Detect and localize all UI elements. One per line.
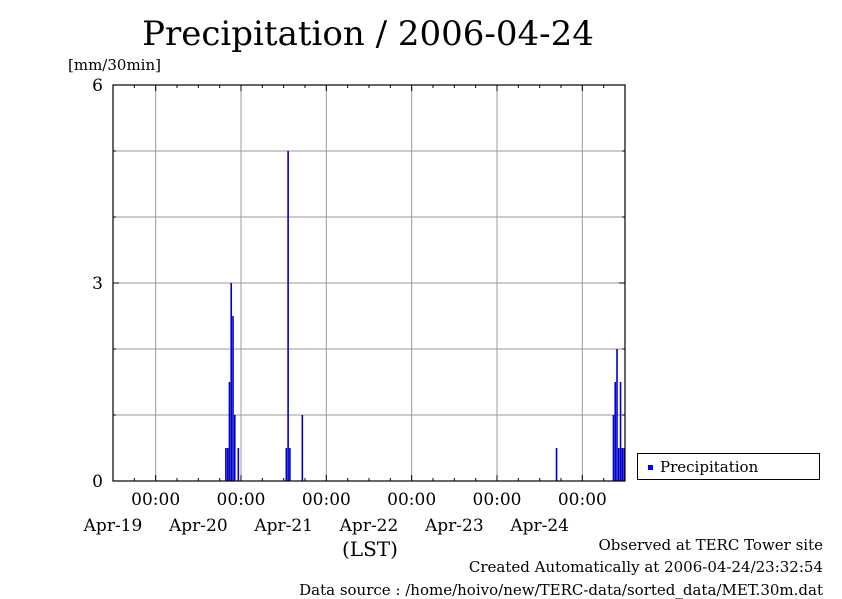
precipitation-bar [233,415,236,481]
x-tick-date-label: Apr-21 [253,516,313,536]
footer-created-timestamp: Created Automatically at 2006-04-24/23:3… [468,558,823,576]
legend: Precipitation [637,453,820,480]
precipitation-bar [232,316,234,481]
footer-observed-site: Observed at TERC Tower site [598,536,823,554]
y-axis-unit-label: [mm/30min] [68,56,161,74]
x-tick-date-label: Apr-19 [83,516,143,536]
precipitation-bar [226,448,229,481]
precipitation-bar [616,349,618,481]
y-tick-label: 3 [92,274,103,294]
x-tick-time-label: 00:00 [131,490,180,510]
footer-data-source: Data source : /home/hoivo/new/TERC-data/… [299,581,823,599]
x-tick-time-label: 00:00 [558,490,607,510]
precipitation-bar [289,448,291,481]
precipitation-bar [285,448,288,481]
precipitation-bar [612,415,615,481]
chart-title: Precipitation / 2006-04-24 [142,14,594,54]
x-tick-date-label: Apr-24 [509,516,569,536]
precipitation-bar [228,382,231,481]
precipitation-bar [621,448,624,481]
x-tick-time-label: 00:00 [217,490,266,510]
precipitation-bar [287,151,289,481]
precipitation-bar [237,448,240,481]
precipitation-bar [619,382,622,481]
precipitation-bar [225,448,227,481]
x-axis-label: (LST) [342,537,398,561]
x-tick-date-label: Apr-20 [168,516,228,536]
x-tick-date-label: Apr-23 [424,516,484,536]
legend-swatch-precipitation [648,465,653,470]
x-tick-time-label: 00:00 [387,490,436,510]
precipitation-bar [301,415,304,481]
y-tick-label: 0 [92,472,103,492]
y-tick-label: 6 [92,76,103,96]
precipitation-bar [623,448,625,481]
precipitation-bar [617,448,620,481]
precipitation-bar [614,382,617,481]
precipitation-bar [230,283,233,481]
x-tick-date-label: Apr-22 [339,516,399,536]
legend-label-precipitation: Precipitation [660,458,759,476]
x-tick-time-label: 00:00 [473,490,522,510]
precipitation-bar [555,448,558,481]
x-tick-time-label: 00:00 [302,490,351,510]
